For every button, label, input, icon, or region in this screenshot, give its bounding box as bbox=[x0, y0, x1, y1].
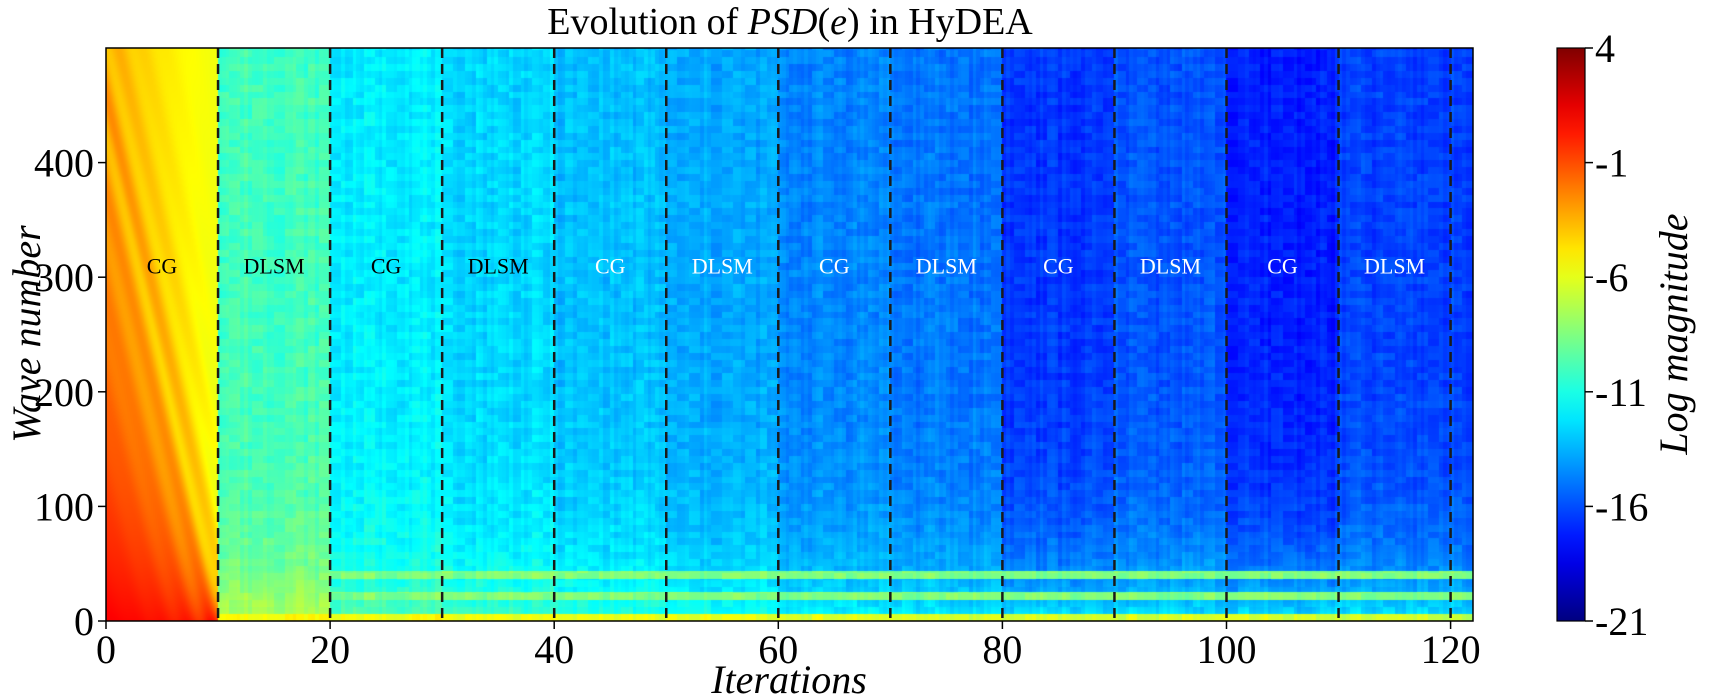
phase-label: DLSM bbox=[244, 254, 305, 279]
phase-label: CG bbox=[1043, 254, 1074, 279]
y-tick-label: 400 bbox=[34, 141, 94, 186]
colorbar-tick-label: -11 bbox=[1595, 370, 1647, 415]
x-tick-label: 80 bbox=[982, 627, 1022, 672]
x-axis-label: Iterations bbox=[710, 657, 867, 700]
phase-label: CG bbox=[147, 254, 178, 279]
phase-label: DLSM bbox=[692, 254, 753, 279]
y-tick-label: 0 bbox=[74, 599, 94, 644]
x-tick-label: 40 bbox=[534, 627, 574, 672]
x-tick-label: 20 bbox=[310, 627, 350, 672]
y-tick-label: 300 bbox=[34, 255, 94, 300]
colorbar-tick-label: -1 bbox=[1595, 141, 1628, 186]
chart-title: Evolution of PSD(e) in HyDEA bbox=[547, 1, 1033, 43]
phase-label: CG bbox=[371, 254, 402, 279]
colorbar-tick-label: -21 bbox=[1595, 599, 1648, 644]
colorbar-tick-label: -16 bbox=[1595, 484, 1648, 529]
phase-label: DLSM bbox=[1140, 254, 1201, 279]
y-axis-label: Wave number bbox=[4, 225, 49, 443]
y-tick-label: 200 bbox=[34, 370, 94, 415]
x-tick-label: 100 bbox=[1196, 627, 1256, 672]
heatmap bbox=[106, 48, 1473, 621]
colorbar-label: Log magnitude bbox=[1651, 213, 1696, 455]
x-axis-ticks: 0 20 40 60 80 100 120 bbox=[96, 621, 1481, 672]
colorbar-tick-label: 4 bbox=[1595, 26, 1615, 71]
x-tick-label: 120 bbox=[1421, 627, 1481, 672]
heatmap-area bbox=[106, 48, 1473, 621]
y-axis-ticks: 0 100 200 300 400 bbox=[34, 141, 106, 644]
phase-labels: CG DLSM CG DLSM CG DLSM CG DLSM CG DLSM CG DLSM bbox=[147, 254, 1425, 279]
phase-label: CG bbox=[1267, 254, 1298, 279]
phase-label: CG bbox=[819, 254, 850, 279]
colorbar-ticks: 4 -1 -6 -11 -16 -21 bbox=[1585, 26, 1648, 644]
y-tick-label: 100 bbox=[34, 484, 94, 529]
phase-label: DLSM bbox=[916, 254, 977, 279]
phase-label: DLSM bbox=[468, 254, 529, 279]
colorbar-tick-label: -6 bbox=[1595, 255, 1628, 300]
phase-label: CG bbox=[595, 254, 626, 279]
x-tick-label: 0 bbox=[96, 627, 116, 672]
colorbar bbox=[1556, 47, 1586, 622]
plot-frame bbox=[105, 47, 1474, 622]
phase-label: DLSM bbox=[1364, 254, 1425, 279]
x-tick-label: 60 bbox=[758, 627, 798, 672]
